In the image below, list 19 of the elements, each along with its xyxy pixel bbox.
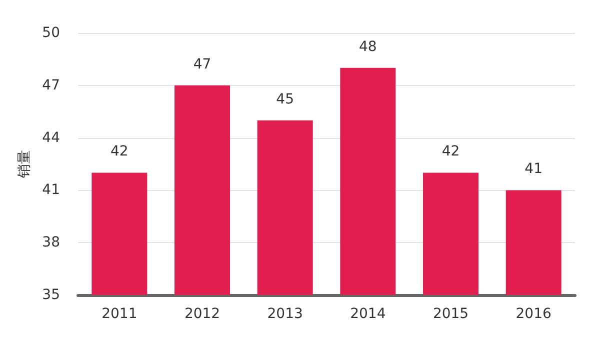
y-axis-title: 销量 [16, 150, 32, 179]
data-label: 45 [276, 91, 294, 108]
x-tick-label: 2016 [516, 306, 552, 322]
y-tick-label: 35 [42, 287, 60, 303]
data-label: 42 [110, 144, 128, 160]
x-tick-label: 2012 [184, 306, 220, 322]
y-tick-label: 41 [42, 182, 60, 198]
x-tick-label: 2013 [267, 306, 303, 322]
data-label: 42 [442, 144, 460, 160]
x-tick-label: 2015 [432, 306, 469, 322]
x-tick-label: 2014 [350, 306, 386, 322]
y-tick-label: 38 [42, 234, 60, 251]
y-tick-label: 47 [42, 77, 60, 94]
y-tick-label: 50 [42, 25, 60, 41]
data-label: 48 [359, 38, 377, 55]
data-label: 41 [524, 161, 542, 178]
data-label: 47 [193, 56, 212, 72]
x-tick-label: 2011 [102, 306, 138, 322]
y-tick-label: 44 [42, 130, 60, 146]
